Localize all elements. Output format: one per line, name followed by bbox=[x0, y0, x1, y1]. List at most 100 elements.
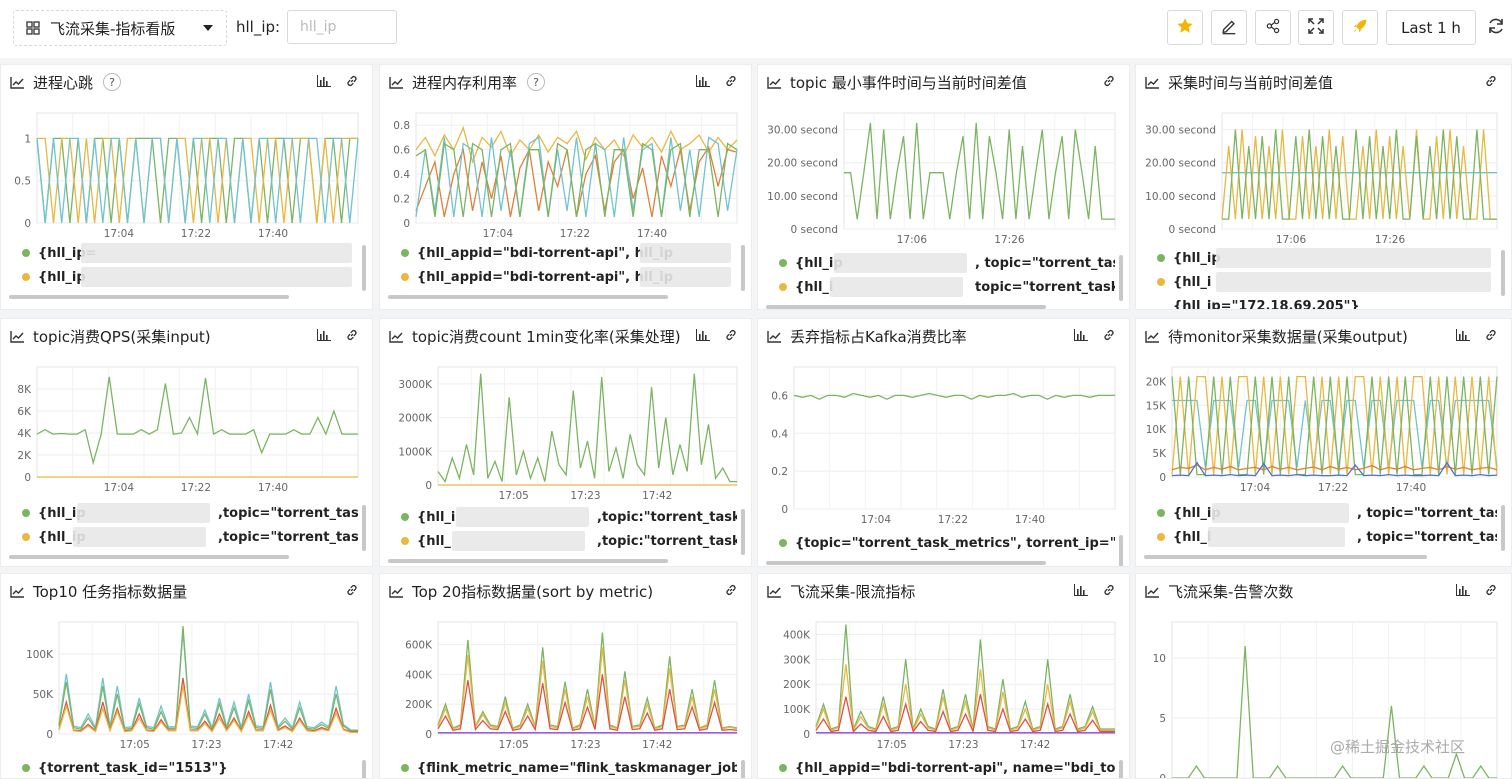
legend-vertical-scrollbar[interactable] bbox=[362, 505, 366, 551]
edit-button[interactable] bbox=[1211, 10, 1247, 45]
y-tick-label: 2K bbox=[17, 450, 32, 462]
legend-item[interactable]: {hll_ip ,topic="torrent_task_me bbox=[15, 501, 358, 525]
legend-vertical-scrollbar[interactable] bbox=[1119, 535, 1123, 566]
link-icon[interactable] bbox=[344, 327, 360, 343]
bar-chart-icon[interactable] bbox=[1073, 327, 1089, 343]
series-line-green bbox=[844, 122, 1115, 220]
bar-chart-icon[interactable] bbox=[1455, 327, 1471, 343]
time-range-picker[interactable]: Last 1 h bbox=[1386, 10, 1476, 45]
x-tick-label: 17:26 bbox=[1375, 234, 1406, 246]
link-icon[interactable] bbox=[1101, 327, 1117, 343]
series-line-green bbox=[815, 624, 1115, 730]
legend-item[interactable]: {hll_ip , topic="torrent_task_me bbox=[772, 251, 1115, 275]
legend-item[interactable]: {hll_appid="bdi-torrent-api", hll_ip bbox=[394, 241, 737, 265]
legend-label: {hll_appid="bdi-torrent-api", hll_ip bbox=[417, 245, 674, 261]
caret-down-icon bbox=[202, 24, 214, 32]
link-icon[interactable] bbox=[723, 73, 739, 89]
legend-vertical-scrollbar[interactable] bbox=[1501, 505, 1505, 551]
link-icon[interactable] bbox=[1483, 73, 1499, 89]
pencil-icon bbox=[1220, 17, 1238, 39]
bar-chart-icon[interactable] bbox=[316, 73, 332, 89]
legend-vertical-scrollbar[interactable] bbox=[741, 509, 745, 555]
chart-legend: {hll_ip , topic="torrent_task_me {hll_i top… bbox=[772, 251, 1115, 299]
link-icon[interactable] bbox=[1483, 582, 1499, 598]
legend-vertical-scrollbar[interactable] bbox=[1119, 760, 1123, 778]
chart-legend: {hll_appid="bdi-torrent-api", name="bdi_… bbox=[772, 756, 1115, 778]
legend-label: {hll_appid="bdi-torrent-api", hll_ip bbox=[417, 269, 674, 285]
launch-button[interactable] bbox=[1342, 10, 1378, 45]
y-tick-label: 0 bbox=[24, 218, 31, 230]
refresh-icon bbox=[1486, 16, 1506, 40]
legend-scrollbar[interactable] bbox=[766, 305, 1046, 309]
favorite-button[interactable] bbox=[1167, 10, 1203, 45]
legend-item[interactable]: {hll_i , topic="torrent_task_m bbox=[1150, 525, 1497, 549]
x-tick-label: 17:04 bbox=[483, 228, 514, 240]
panel-actions bbox=[1483, 73, 1499, 89]
y-tick-label: 30.00 second bbox=[767, 125, 838, 137]
legend-scrollbar[interactable] bbox=[766, 561, 1046, 565]
link-icon[interactable] bbox=[344, 582, 360, 598]
legend-marker bbox=[22, 509, 30, 517]
legend-label-suffix: ,topic="torrent_task_cu bbox=[218, 529, 358, 545]
legend-item[interactable]: {topic="torrent_task_metrics", torrent_i… bbox=[772, 531, 1115, 555]
legend-item[interactable]: {torrent_task_id="1513"} bbox=[15, 756, 358, 778]
legend-scrollbar[interactable] bbox=[388, 559, 668, 563]
link-icon[interactable] bbox=[723, 582, 739, 598]
legend-scrollbar[interactable] bbox=[9, 295, 289, 299]
plot-frame bbox=[36, 366, 359, 478]
link-icon[interactable] bbox=[723, 327, 739, 343]
legend-vertical-scrollbar[interactable] bbox=[741, 760, 745, 778]
legend-vertical-scrollbar[interactable] bbox=[362, 760, 366, 778]
panel-title: 进程心跳 bbox=[33, 73, 94, 92]
legend-item[interactable]: {hll_i ,topic:"torrent_task_metr bbox=[394, 505, 737, 529]
link-icon[interactable] bbox=[344, 73, 360, 89]
legend-item[interactable]: {hll_i bbox=[1150, 270, 1497, 294]
share-button[interactable] bbox=[1255, 10, 1291, 45]
star-icon bbox=[1176, 17, 1194, 39]
dashboard-panel: topic 最小事件时间与当前时间差值 30.00 second 20.00 sec… bbox=[757, 64, 1130, 310]
legend-item[interactable]: {hll_appid="bdi-torrent-api", name="bdi_… bbox=[772, 756, 1115, 778]
help-icon[interactable]: ? bbox=[527, 73, 546, 91]
refresh-button[interactable] bbox=[1484, 14, 1508, 42]
legend-scrollbar[interactable] bbox=[388, 295, 668, 299]
legend-vertical-scrollbar[interactable] bbox=[362, 245, 366, 291]
legend-item[interactable]: {hll_ip="172.18.69.205"} bbox=[1150, 294, 1497, 310]
legend-item[interactable]: {hll_ip bbox=[15, 265, 358, 289]
legend-vertical-scrollbar[interactable] bbox=[1501, 250, 1505, 296]
legend-item[interactable]: {hll_ip,topic="torrent_task_cu bbox=[15, 525, 358, 549]
y-tick-label: 3000K bbox=[398, 379, 433, 391]
line-chart-icon bbox=[389, 330, 404, 343]
legend-vertical-scrollbar[interactable] bbox=[741, 245, 745, 291]
y-tick-label: 5K bbox=[1152, 448, 1167, 460]
legend-item[interactable]: {hll_ip= bbox=[15, 241, 358, 265]
y-tick-label: 0.4 bbox=[771, 428, 788, 440]
legend-item[interactable]: {flink_metric_name="flink_taskmanager_jo… bbox=[394, 756, 737, 778]
legend-item[interactable]: {hll_ ,topic:"torrent_task_cust bbox=[394, 529, 737, 553]
legend-vertical-scrollbar[interactable] bbox=[1119, 255, 1123, 301]
dashboard-panel: 进程心跳? 1 0.5 0 17:04 17:22 17:40 {hll_ip= {hll_ip bbox=[0, 64, 373, 310]
dashboard-selector[interactable]: 飞流采集-指标看版 bbox=[13, 10, 227, 46]
help-icon[interactable]: ? bbox=[103, 73, 122, 91]
line-chart-icon bbox=[767, 330, 782, 343]
y-tick-label: 20.00 second bbox=[767, 158, 838, 170]
legend-scrollbar[interactable] bbox=[1144, 555, 1427, 559]
bar-chart-icon[interactable] bbox=[695, 73, 711, 89]
link-icon[interactable] bbox=[1101, 73, 1117, 89]
bar-chart-icon[interactable] bbox=[1073, 582, 1089, 598]
legend-item[interactable]: {hll_ip bbox=[1150, 246, 1497, 270]
bar-chart-icon[interactable] bbox=[316, 327, 332, 343]
hll-ip-input[interactable] bbox=[287, 10, 397, 44]
line-chart: 10 5 0 bbox=[1153, 621, 1498, 778]
link-icon[interactable] bbox=[1483, 327, 1499, 343]
plot-frame bbox=[793, 366, 1116, 510]
legend-item[interactable]: {hll_i topic="torrent_task_cu bbox=[772, 275, 1115, 299]
legend-item[interactable]: {hll_ip , topic="torrent_task_m bbox=[1150, 501, 1497, 525]
fullscreen-button[interactable] bbox=[1298, 10, 1334, 45]
bar-chart-icon[interactable] bbox=[1455, 582, 1471, 598]
legend-scrollbar[interactable] bbox=[9, 555, 289, 559]
legend-item[interactable]: {hll_appid="bdi-torrent-api", hll_ip bbox=[394, 265, 737, 289]
legend-marker bbox=[779, 539, 787, 547]
bar-chart-icon[interactable] bbox=[695, 327, 711, 343]
redacted-region bbox=[81, 267, 352, 287]
link-icon[interactable] bbox=[1101, 582, 1117, 598]
